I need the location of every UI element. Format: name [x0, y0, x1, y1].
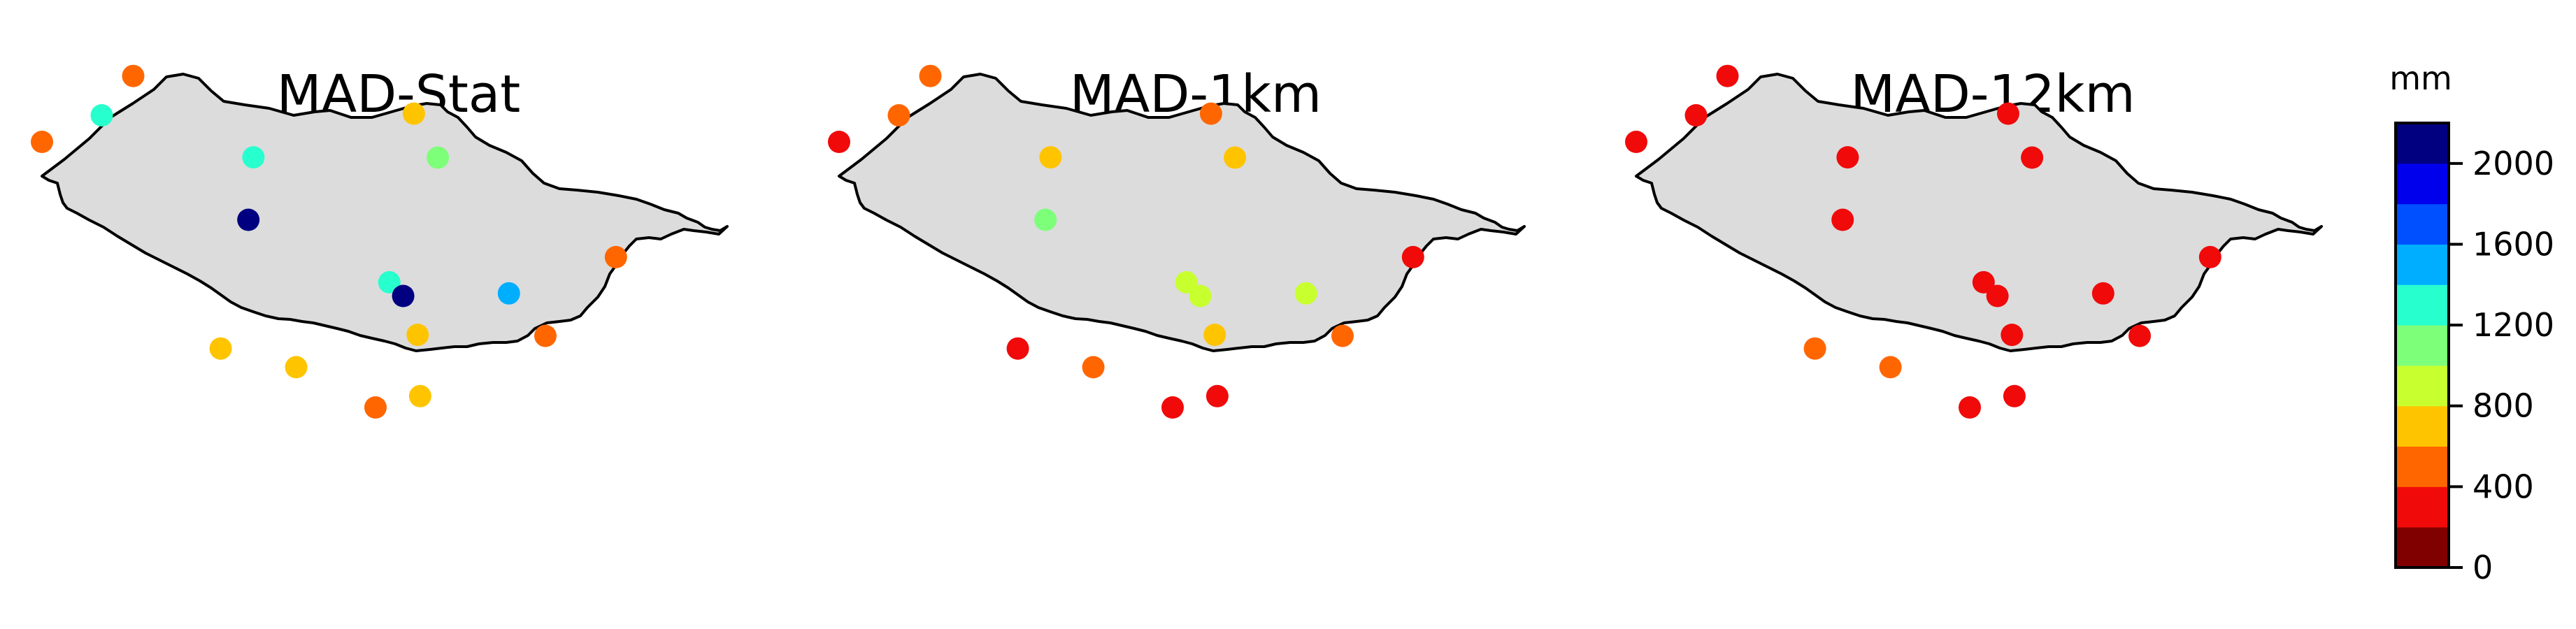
island-map — [41, 73, 729, 352]
station-marker — [1294, 282, 1317, 305]
station-marker — [1082, 356, 1105, 379]
colorbar-tick-label: 800 — [2473, 387, 2534, 425]
station-marker — [1625, 131, 1647, 153]
station-marker — [378, 270, 401, 294]
station-marker — [1034, 208, 1057, 231]
station-marker — [1189, 284, 1212, 308]
station-marker — [406, 324, 429, 347]
station-marker — [1006, 337, 1029, 360]
colorbar-tick-label: 2000 — [2473, 145, 2554, 182]
station-markers — [1625, 64, 2221, 419]
station-marker — [828, 131, 850, 153]
colorbar-band — [2396, 203, 2449, 245]
station-marker — [122, 64, 145, 87]
station-marker — [1716, 64, 1739, 87]
station-marker — [392, 284, 415, 308]
station-marker — [1959, 396, 1981, 419]
colorbar-band — [2396, 123, 2449, 164]
station-marker — [1039, 146, 1062, 169]
station-marker — [242, 146, 265, 169]
colorbar-tick-label: 0 — [2473, 549, 2493, 586]
station-marker — [2198, 245, 2221, 268]
station-markers — [31, 64, 627, 419]
colorbar-band — [2396, 365, 2449, 407]
station-marker — [31, 131, 53, 153]
station-marker — [408, 384, 431, 407]
station-marker — [1401, 245, 1424, 268]
island-map — [838, 73, 1526, 352]
colorbar-band — [2396, 163, 2449, 205]
colorbar-ticks: 0 400 800 1200 1600 2000 — [2449, 145, 2554, 586]
colorbar-tick-label: 400 — [2473, 468, 2534, 505]
panel-mad-stat: MAD-Stat — [31, 64, 729, 419]
station-marker — [534, 324, 557, 347]
colorbar-frame — [2394, 122, 2450, 569]
station-marker — [497, 282, 520, 305]
colorbar-band — [2396, 325, 2449, 366]
station-marker — [364, 396, 387, 419]
station-marker — [1803, 337, 1826, 360]
station-marker — [1205, 384, 1229, 407]
colorbar: mm 0 400 800 1200 1600 2000 — [2389, 59, 2554, 586]
station-marker — [237, 208, 260, 231]
station-marker — [90, 104, 113, 126]
station-marker — [1175, 270, 1198, 294]
colorbar-band — [2396, 446, 2449, 487]
station-marker — [1331, 324, 1354, 347]
station-marker — [285, 356, 308, 379]
station-marker — [1972, 270, 1995, 294]
colorbar-band — [2396, 405, 2449, 447]
station-marker — [1203, 324, 1226, 347]
station-marker — [1199, 102, 1222, 125]
station-marker — [919, 64, 942, 87]
station-marker — [2021, 146, 2044, 169]
colorbar-tick-label: 1200 — [2473, 306, 2554, 344]
station-marker — [887, 104, 910, 126]
panel-mad-12km: MAD-12km — [1625, 64, 2323, 419]
station-marker — [1836, 146, 1859, 169]
station-marker — [1684, 104, 1708, 126]
colorbar-tick-label: 1600 — [2473, 225, 2554, 263]
station-marker — [2091, 282, 2115, 305]
island-map — [1635, 73, 2323, 352]
colorbar-band — [2396, 284, 2449, 326]
station-marker — [402, 102, 425, 125]
station-marker — [1986, 284, 2009, 308]
station-marker — [1224, 146, 1247, 169]
colorbar-band — [2396, 527, 2449, 568]
station-marker — [427, 146, 450, 169]
station-marker — [2128, 324, 2151, 347]
station-marker — [1161, 396, 1184, 419]
station-marker — [1879, 356, 1902, 379]
colorbar-bands — [2396, 123, 2449, 568]
station-marker — [604, 245, 627, 268]
station-marker — [1996, 102, 2019, 125]
station-marker — [209, 337, 232, 360]
station-marker — [2003, 384, 2026, 407]
colorbar-band — [2396, 486, 2449, 528]
station-markers — [828, 64, 1424, 419]
station-marker — [2001, 324, 2024, 347]
colorbar-band — [2396, 244, 2449, 285]
panel-mad-1km: MAD-1km — [828, 64, 1526, 419]
station-marker — [1831, 208, 1854, 231]
colorbar-unit-label: mm — [2389, 59, 2452, 97]
